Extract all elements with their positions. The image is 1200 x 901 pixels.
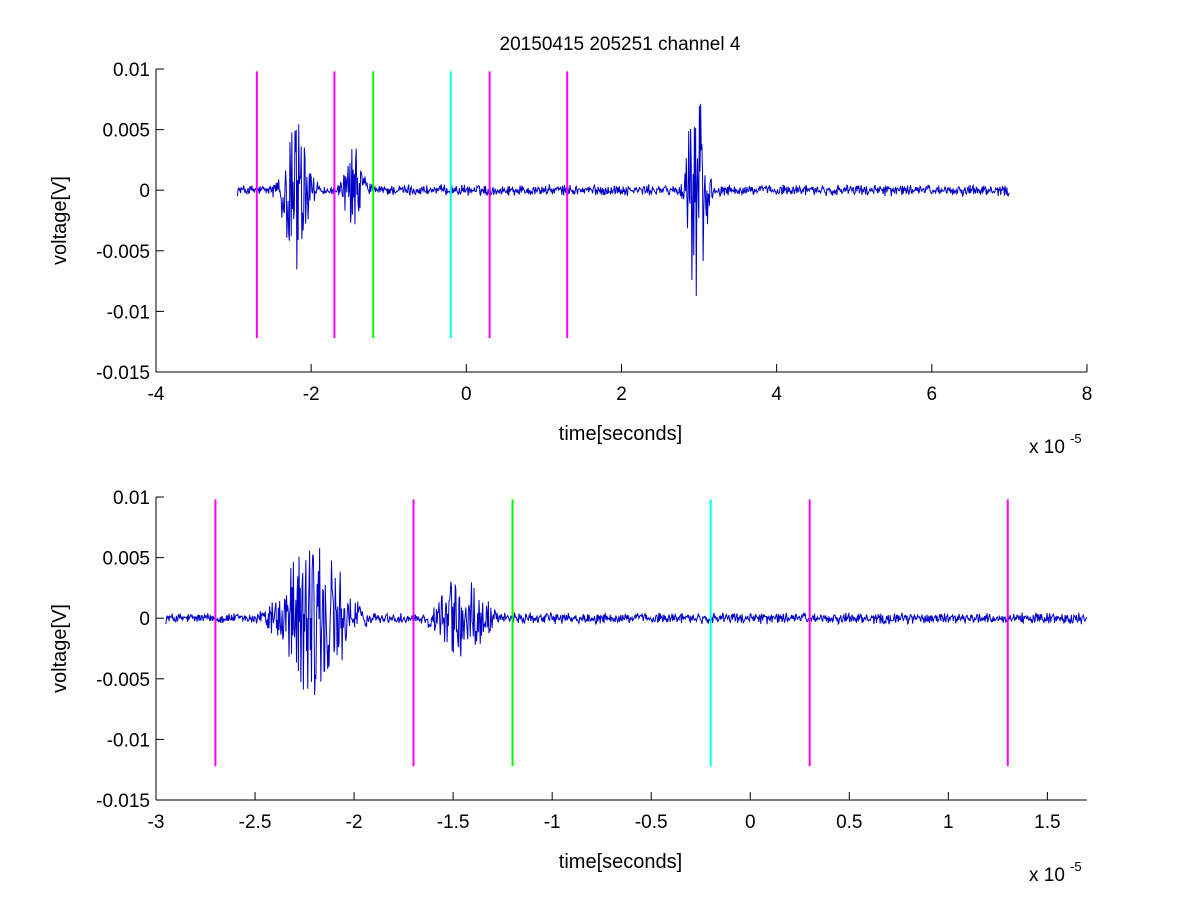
y-tick-label: 0.005 [102, 121, 150, 142]
y-tick-label: -0.01 [107, 730, 150, 751]
x-tick-label: -1 [544, 812, 561, 833]
y-tick-label: -0.01 [107, 302, 150, 323]
x-axis-label: time[seconds] [559, 423, 682, 445]
x-axis-label: time[seconds] [559, 851, 682, 873]
x-tick-label: -2.5 [239, 812, 272, 833]
signal-trace [236, 103, 1010, 296]
x-tick-label: -3 [148, 812, 165, 833]
x-multiplier-exponent: -5 [1070, 431, 1082, 446]
x-tick-label: -4 [148, 384, 165, 405]
x-tick-label: -2 [346, 812, 363, 833]
y-tick-label: -0.015 [96, 791, 150, 812]
y-tick-label: 0.01 [113, 488, 150, 509]
x-multiplier-exponent: -5 [1070, 859, 1082, 874]
x-tick-label: 1 [943, 812, 954, 833]
y-tick-label: 0.005 [102, 549, 150, 570]
x-tick-label: 2 [616, 384, 627, 405]
x-tick-label: 0 [745, 812, 756, 833]
y-tick-label: -0.005 [96, 242, 150, 263]
x-tick-label: -2 [303, 384, 320, 405]
x-tick-label: 4 [771, 384, 782, 405]
bottom-plot: -0.015 -0.01 -0.005 0 0.005 0.01 -3 -2.5 -2 -1.5 -… [49, 488, 1088, 886]
y-tick-label: 0.01 [113, 60, 150, 81]
y-tick-label: 0 [139, 609, 150, 630]
x-tick-label: 8 [1082, 384, 1093, 405]
x-tick-label: -0.5 [635, 812, 668, 833]
x-multiplier-base: x 10 [1029, 437, 1065, 458]
x-tick-label: 1.5 [1034, 812, 1060, 833]
y-tick-label: 0 [139, 181, 150, 202]
x-tick-label: 0 [461, 384, 472, 405]
signal-trace [165, 547, 1088, 696]
x-tick-label: 6 [927, 384, 938, 405]
y-tick-label: -0.005 [96, 670, 150, 691]
x-multiplier-base: x 10 [1029, 865, 1065, 886]
y-axis-label: voltage[V] [49, 176, 71, 265]
chart-title: 20150415 205251 channel 4 [500, 34, 741, 55]
x-tick-label: 0.5 [836, 812, 862, 833]
y-tick-label: -0.015 [96, 363, 150, 384]
top-plot: -0.015 -0.01 -0.005 0 0.005 0.01 -4 -2 0 2 4 6 8 time… [49, 60, 1092, 458]
x-tick-label: -1.5 [437, 812, 470, 833]
y-axis-label: voltage[V] [49, 604, 71, 693]
